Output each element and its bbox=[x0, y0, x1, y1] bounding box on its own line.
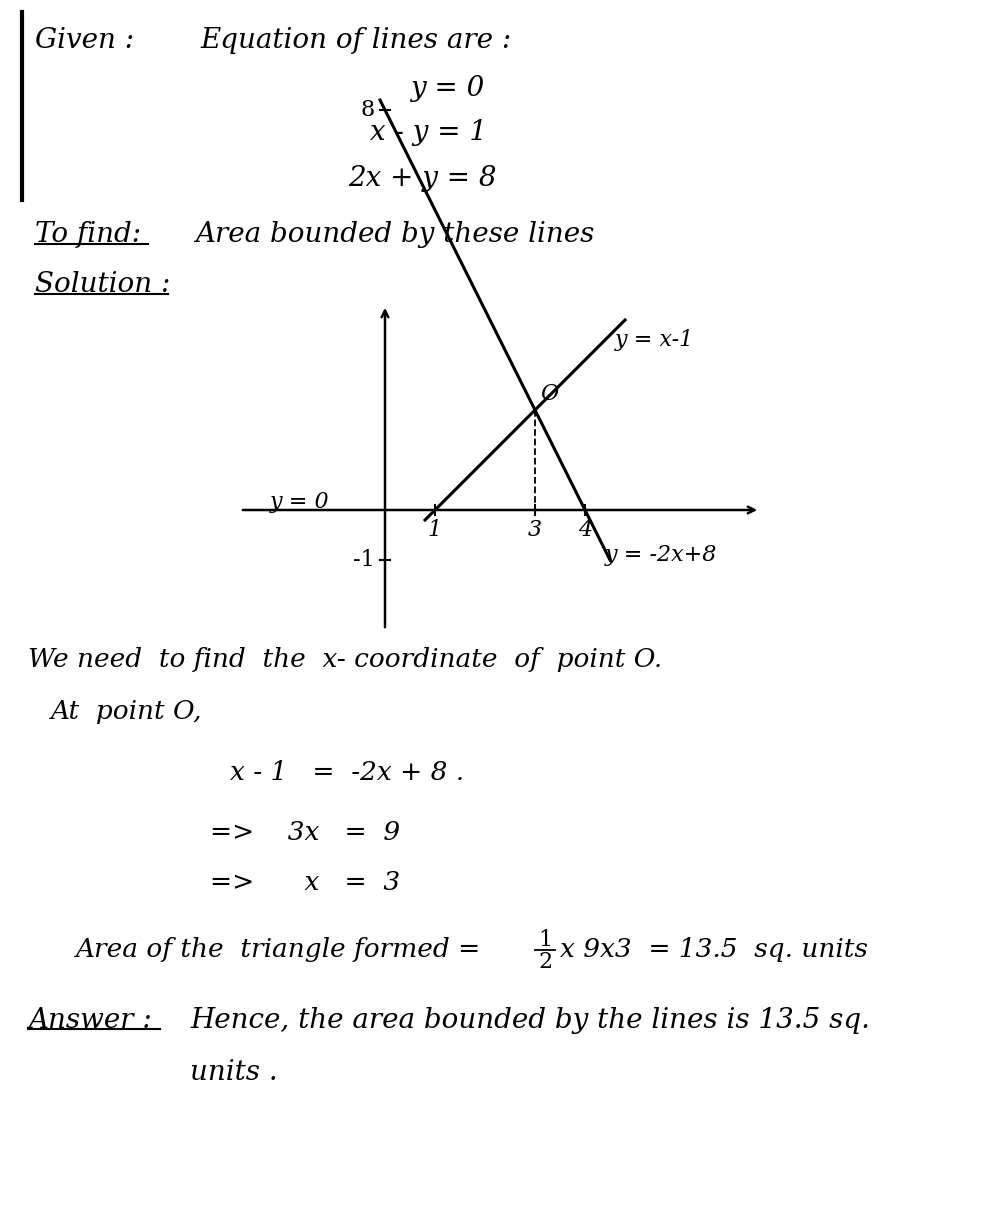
Text: 8: 8 bbox=[361, 98, 375, 122]
Text: x - 1   =  -2x + 8 .: x - 1 = -2x + 8 . bbox=[230, 759, 464, 785]
Text: We need  to find  the  x- coordinate  of  point O.: We need to find the x- coordinate of poi… bbox=[28, 648, 662, 672]
Text: units .: units . bbox=[190, 1058, 278, 1085]
Text: x - y = 1: x - y = 1 bbox=[370, 119, 487, 147]
Text: Area bounded by these lines: Area bounded by these lines bbox=[195, 221, 594, 249]
Text: y = 0: y = 0 bbox=[410, 74, 484, 102]
Text: y = 0: y = 0 bbox=[270, 491, 330, 513]
Text: Solution :: Solution : bbox=[35, 271, 170, 299]
Text: 2: 2 bbox=[538, 951, 552, 973]
Text: y = x-1: y = x-1 bbox=[615, 329, 694, 351]
Text: To find:: To find: bbox=[35, 221, 141, 249]
Text: x 9x3  = 13.5  sq. units: x 9x3 = 13.5 sq. units bbox=[560, 938, 868, 962]
Text: 2x + y = 8: 2x + y = 8 bbox=[348, 164, 496, 192]
Text: Equation of lines are :: Equation of lines are : bbox=[200, 27, 511, 53]
Text: Answer :: Answer : bbox=[28, 1006, 152, 1034]
Text: 1: 1 bbox=[428, 519, 442, 541]
Text: -1: -1 bbox=[353, 549, 375, 571]
Text: y = -2x+8: y = -2x+8 bbox=[605, 544, 717, 566]
Text: =>      x   =  3: => x = 3 bbox=[210, 870, 400, 894]
Text: 4: 4 bbox=[578, 519, 592, 541]
Text: Given :: Given : bbox=[35, 27, 134, 53]
Text: At  point O,: At point O, bbox=[50, 700, 202, 724]
Text: 3: 3 bbox=[528, 519, 542, 541]
Text: Hence, the area bounded by the lines is 13.5 sq.: Hence, the area bounded by the lines is … bbox=[190, 1006, 870, 1034]
Text: 1: 1 bbox=[538, 929, 552, 951]
Text: O: O bbox=[540, 383, 558, 405]
Text: =>    3x   =  9: => 3x = 9 bbox=[210, 819, 400, 844]
Text: Area of the  triangle formed =: Area of the triangle formed = bbox=[75, 938, 489, 962]
